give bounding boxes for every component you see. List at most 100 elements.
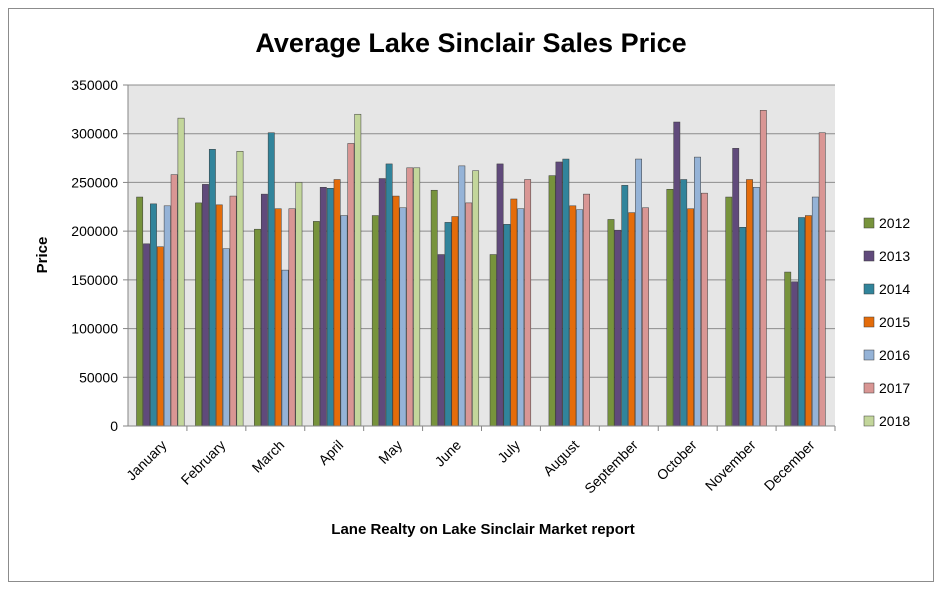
y-tick-label: 50000 <box>79 369 118 385</box>
bar-2013-february <box>202 184 209 427</box>
bar-2017-february <box>229 195 237 427</box>
bar-2012-august <box>548 175 556 427</box>
bar-2012-april <box>313 221 320 427</box>
bar-2016-february <box>222 248 230 427</box>
x-axis-title: Lane Realty on Lake Sinclair Market repo… <box>331 521 634 538</box>
x-tick-label: June <box>431 437 464 470</box>
bar-2017-april <box>347 143 355 427</box>
bar-2015-january <box>156 246 164 427</box>
y-tick-label: 200000 <box>71 223 118 239</box>
legend-label-2017: 2017 <box>879 380 910 396</box>
bar-2015-april <box>333 179 341 427</box>
y-tick-label: 350000 <box>71 77 118 93</box>
bar-2013-march <box>260 193 268 427</box>
bar-2014-december <box>798 217 805 427</box>
legend: 2012 2013 2014 2015 2016 2017 2018 <box>863 215 910 429</box>
legend-label-2013: 2013 <box>879 248 910 264</box>
bar-2014-october <box>680 179 688 427</box>
bar-2017-september <box>642 207 649 427</box>
x-tick-label: November <box>702 437 759 494</box>
bar-2015-november <box>746 179 753 427</box>
x-tick-label: September <box>581 437 641 497</box>
bar-2018-february <box>236 151 244 427</box>
bar-2016-july <box>517 208 525 427</box>
bar-2016-may <box>399 207 407 427</box>
bar-2016-january <box>163 205 171 427</box>
x-tick-label: October <box>653 437 700 484</box>
bar-2018-june <box>472 170 480 427</box>
bar-2012-july <box>489 254 497 427</box>
legend-swatch-2012 <box>863 217 875 229</box>
bar-2012-may <box>371 215 379 427</box>
y-tick-label: 250000 <box>71 174 118 190</box>
bar-2012-january <box>136 196 144 427</box>
bar-2013-july <box>496 163 504 427</box>
y-tick-label: 150000 <box>71 272 118 288</box>
bar-2015-august <box>569 205 577 427</box>
y-tick-label: 100000 <box>71 321 118 337</box>
legend-swatch-2018 <box>863 415 875 427</box>
bar-2013-january <box>143 243 150 427</box>
bar-2018-january <box>177 117 185 427</box>
bar-2017-october <box>701 192 708 427</box>
bar-2016-october <box>694 156 701 427</box>
bar-2013-may <box>378 178 386 427</box>
bar-2018-may <box>413 167 421 427</box>
legend-swatch-2013 <box>863 250 875 262</box>
bar-2013-november <box>732 148 740 427</box>
bar-2012-march <box>254 228 261 427</box>
bar-2015-march <box>274 208 282 427</box>
bar-2013-october <box>673 121 681 427</box>
y-tick-label: 0 <box>110 418 118 434</box>
bar-2016-june <box>458 165 466 427</box>
bar-2017-august <box>583 193 590 427</box>
chart-title: Average Lake Sinclair Sales Price <box>255 28 686 58</box>
bar-2016-september <box>635 158 642 427</box>
x-tick-label: January <box>123 437 170 484</box>
x-tick-label: February <box>178 437 229 488</box>
bar-2015-december <box>805 215 812 427</box>
bar-2017-may <box>406 167 414 427</box>
bar-2017-december <box>818 132 826 427</box>
bar-2016-december <box>811 196 819 427</box>
bar-2016-march <box>281 269 289 427</box>
bar-2013-december <box>791 281 799 427</box>
bar-2012-october <box>666 189 674 427</box>
legend-label-2012: 2012 <box>879 215 910 231</box>
legend-swatch-2016 <box>863 349 875 361</box>
legend-swatch-2014 <box>863 283 875 295</box>
bar-2015-october <box>687 208 695 427</box>
bar-2013-august <box>555 161 563 427</box>
bar-2015-february <box>215 204 223 427</box>
x-tick-label: July <box>494 437 523 466</box>
bar-2012-september <box>607 219 615 427</box>
bar-2015-june <box>451 216 459 427</box>
bar-2017-november <box>759 110 767 427</box>
bar-2012-december <box>784 271 792 427</box>
bar-2014-april <box>326 188 334 427</box>
legend-swatch-2015 <box>863 316 875 328</box>
x-tick-label: August <box>540 437 582 479</box>
bar-2015-may <box>392 195 400 427</box>
plot-area <box>128 85 835 426</box>
bar-2017-january <box>170 174 178 427</box>
bar-2014-february <box>208 149 216 427</box>
x-tick-label: March <box>249 437 288 476</box>
bar-2017-july <box>524 179 532 427</box>
x-tick-label: December <box>761 437 818 494</box>
legend-label-2014: 2014 <box>879 281 910 297</box>
bar-2013-april <box>319 187 327 427</box>
bar-2015-july <box>510 198 518 427</box>
legend-label-2015: 2015 <box>879 314 910 330</box>
x-tick-label: April <box>315 437 346 468</box>
bar-2014-may <box>385 163 393 427</box>
legend-label-2016: 2016 <box>879 347 910 363</box>
bar-2018-march <box>295 182 303 427</box>
bar-2018-april <box>354 113 362 427</box>
bar-2012-february <box>195 202 202 427</box>
legend-label-2018: 2018 <box>879 413 910 429</box>
bar-2014-june <box>444 222 452 427</box>
bar-2014-january <box>150 203 157 427</box>
bar-2013-june <box>437 254 445 427</box>
